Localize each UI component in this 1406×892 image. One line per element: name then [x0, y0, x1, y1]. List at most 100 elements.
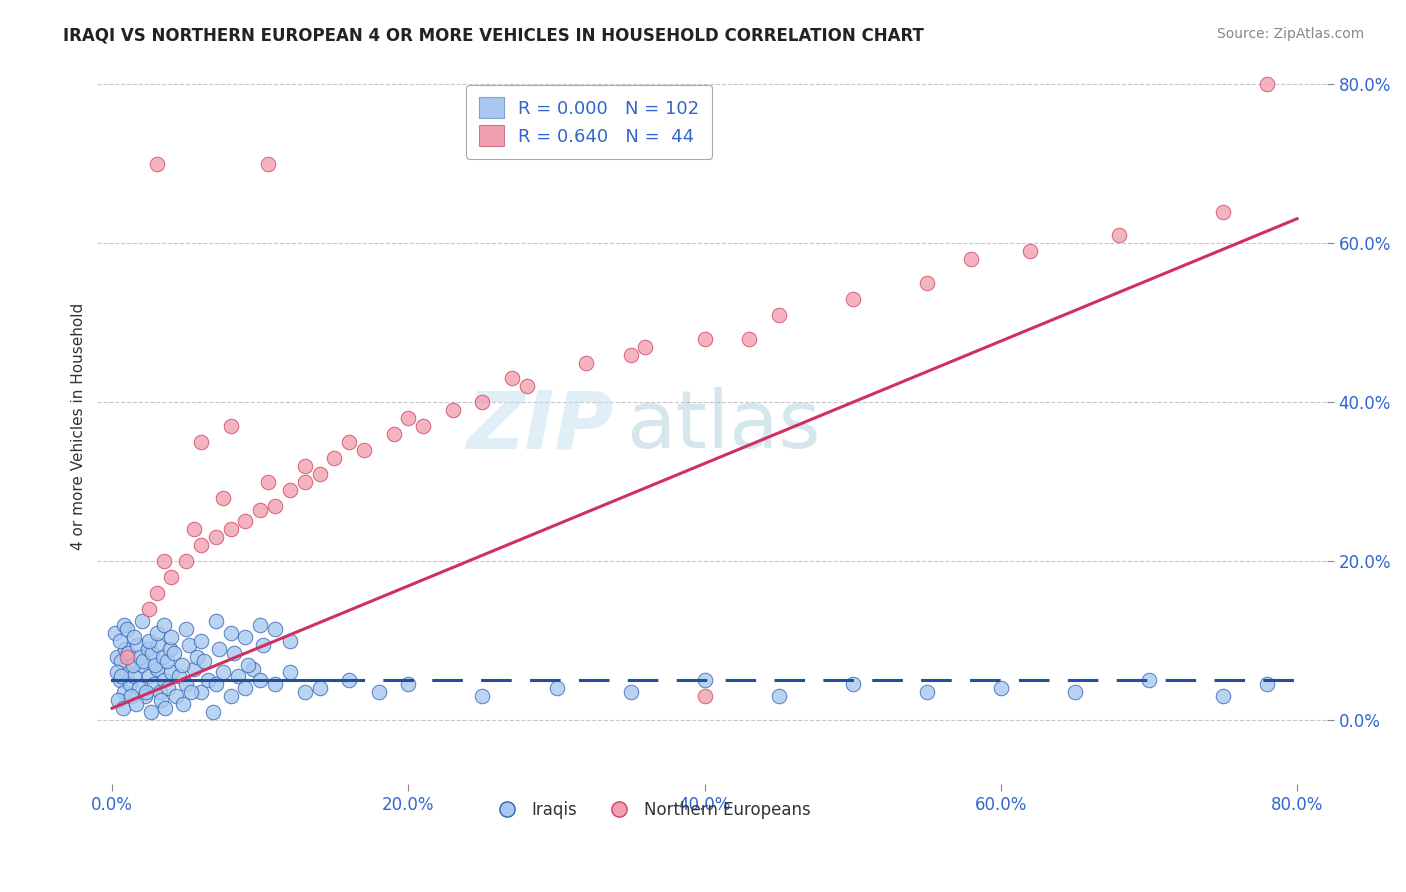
Point — [156, 654, 179, 668]
Point — [136, 641, 159, 656]
Point — [1256, 677, 1278, 691]
Point — [183, 661, 205, 675]
Point — [115, 622, 138, 636]
Point — [249, 673, 271, 688]
Point — [501, 371, 523, 385]
Point — [841, 677, 863, 691]
Point — [145, 157, 167, 171]
Point — [108, 633, 131, 648]
Point — [768, 308, 790, 322]
Point — [619, 685, 641, 699]
Point — [256, 157, 278, 171]
Point — [129, 649, 152, 664]
Point — [693, 673, 716, 688]
Point — [197, 673, 219, 688]
Point — [134, 690, 156, 704]
Point — [132, 654, 155, 668]
Point — [382, 427, 405, 442]
Point — [441, 403, 464, 417]
Point — [160, 570, 183, 584]
Point — [693, 332, 716, 346]
Point — [693, 690, 716, 704]
Point — [212, 491, 235, 505]
Point — [634, 340, 657, 354]
Point — [111, 701, 134, 715]
Point — [145, 661, 167, 675]
Point — [205, 530, 228, 544]
Point — [142, 677, 165, 691]
Point — [208, 641, 231, 656]
Point — [841, 292, 863, 306]
Point — [205, 677, 228, 691]
Point — [108, 673, 131, 688]
Point — [367, 685, 389, 699]
Point — [249, 502, 271, 516]
Point — [1019, 244, 1042, 259]
Point — [112, 685, 135, 699]
Point — [143, 657, 166, 672]
Point — [412, 419, 434, 434]
Point — [1108, 228, 1130, 243]
Point — [124, 669, 146, 683]
Point — [1212, 690, 1234, 704]
Point — [205, 614, 228, 628]
Point — [174, 677, 197, 691]
Point — [238, 657, 260, 672]
Point — [264, 677, 287, 691]
Y-axis label: 4 or more Vehicles in Household: 4 or more Vehicles in Household — [72, 302, 86, 549]
Point — [264, 622, 287, 636]
Point — [738, 332, 761, 346]
Legend: Iraqis, Northern Europeans: Iraqis, Northern Europeans — [484, 794, 818, 825]
Point — [990, 681, 1012, 696]
Point — [219, 625, 242, 640]
Point — [183, 523, 205, 537]
Point — [219, 690, 242, 704]
Point — [1256, 78, 1278, 92]
Point — [264, 499, 287, 513]
Point — [278, 633, 301, 648]
Point — [167, 669, 190, 683]
Point — [124, 630, 146, 644]
Point — [471, 690, 494, 704]
Text: ZIP: ZIP — [467, 387, 613, 465]
Point — [172, 698, 194, 712]
Point — [516, 379, 538, 393]
Point — [575, 355, 598, 369]
Point — [138, 602, 160, 616]
Point — [190, 435, 212, 450]
Point — [146, 638, 169, 652]
Point — [104, 625, 127, 640]
Point — [219, 523, 242, 537]
Point — [155, 701, 177, 715]
Point — [152, 649, 174, 664]
Point — [125, 698, 148, 712]
Point — [256, 475, 278, 489]
Point — [174, 554, 197, 568]
Text: atlas: atlas — [626, 387, 820, 465]
Point — [157, 681, 180, 696]
Point — [141, 646, 163, 660]
Point — [163, 646, 186, 660]
Point — [118, 677, 141, 691]
Point — [138, 669, 160, 683]
Point — [294, 685, 316, 699]
Point — [471, 395, 494, 409]
Point — [294, 475, 316, 489]
Point — [915, 685, 938, 699]
Point — [105, 649, 128, 664]
Point — [135, 685, 157, 699]
Point — [160, 630, 183, 644]
Point — [1137, 673, 1160, 688]
Point — [235, 681, 257, 696]
Point — [105, 665, 128, 680]
Point — [235, 515, 257, 529]
Point — [114, 641, 136, 656]
Point — [165, 690, 187, 704]
Point — [915, 276, 938, 290]
Point — [249, 617, 271, 632]
Point — [190, 633, 212, 648]
Point — [107, 693, 129, 707]
Point — [120, 690, 142, 704]
Point — [201, 705, 224, 719]
Point — [960, 252, 983, 267]
